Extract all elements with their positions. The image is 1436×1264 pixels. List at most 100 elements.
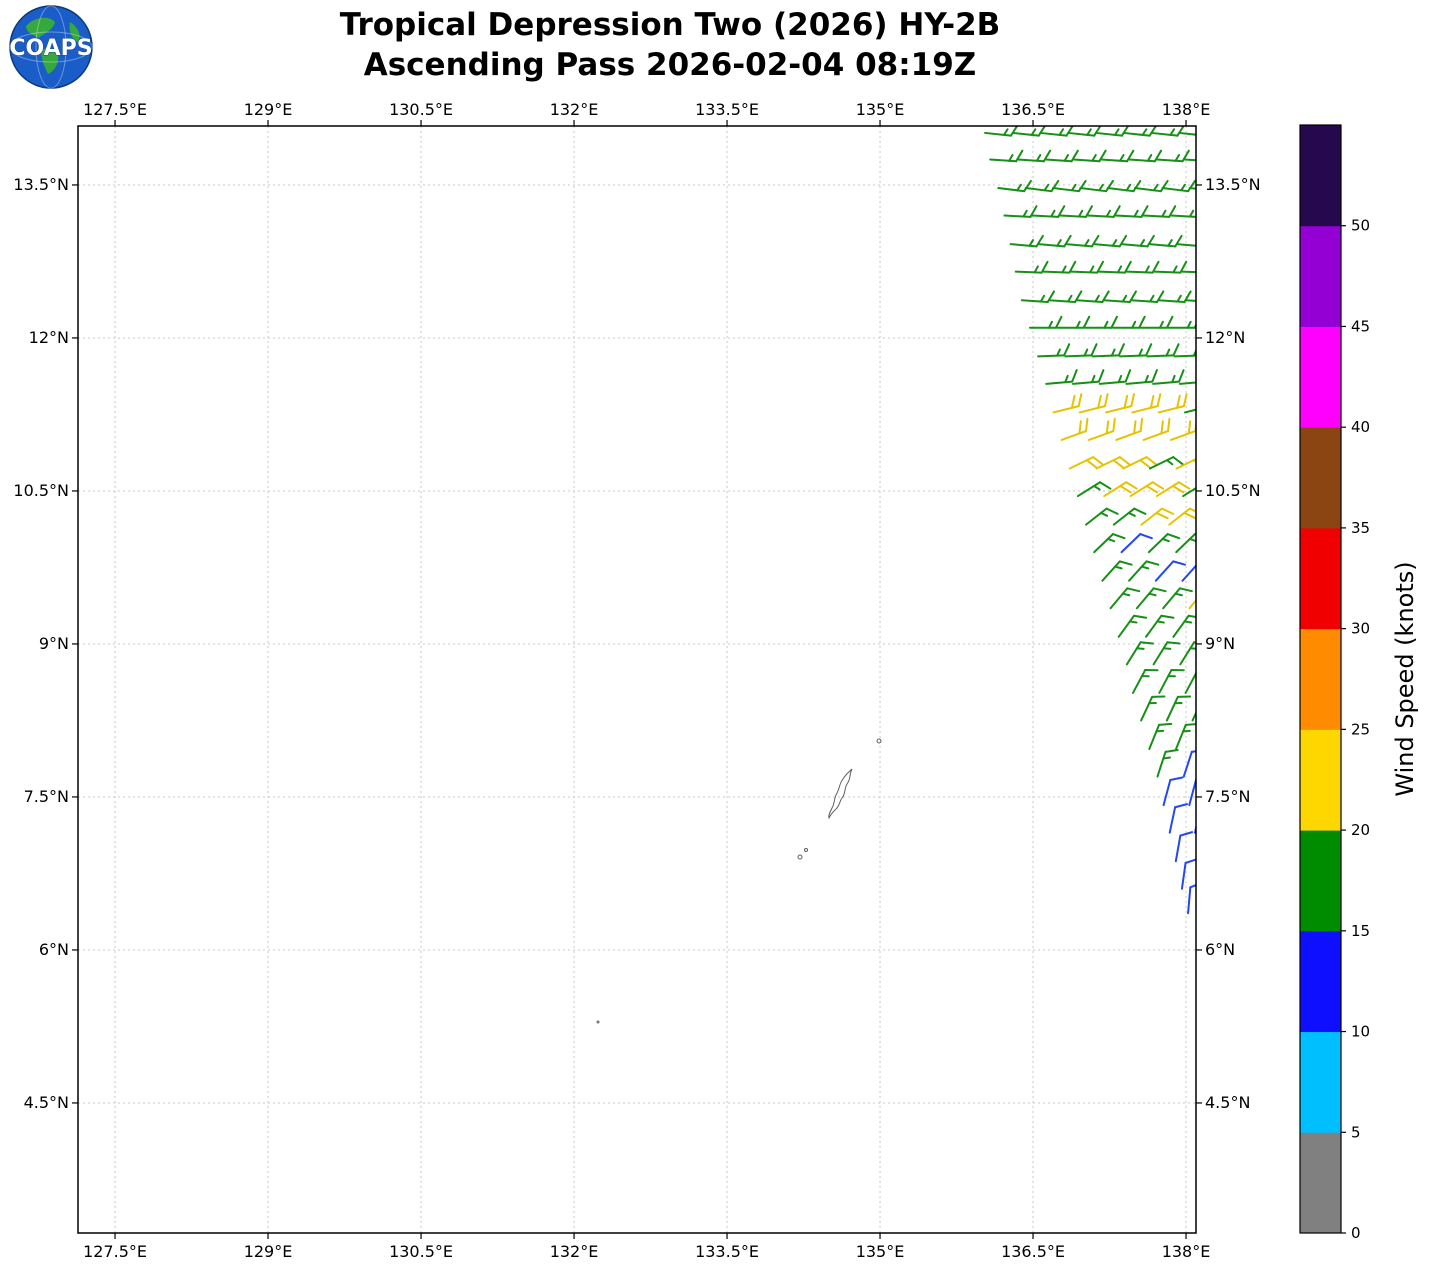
wind-barb [1152, 369, 1185, 385]
x-tick-label-bottom: 136.5°E [1001, 1242, 1065, 1261]
barb-half-tick [1089, 265, 1095, 274]
barb-full-tick [1190, 748, 1196, 753]
barb-staff [1031, 214, 1060, 218]
barb-staff [1085, 507, 1108, 526]
wind-barb [1095, 126, 1130, 137]
y-tick-label-left: 13.5°N [13, 175, 69, 194]
wind-barb [1120, 533, 1153, 554]
barb-half-tick [1128, 620, 1138, 624]
wind-barb [1154, 560, 1187, 582]
barb-half-tick [1152, 183, 1159, 192]
x-tick-label-top: 130.5°E [389, 100, 453, 119]
barb-staff [1174, 834, 1182, 863]
barb-full-tick [1139, 459, 1152, 469]
barb-staff [1109, 587, 1129, 610]
barb-full-tick [1125, 481, 1138, 490]
barb-staff [1176, 243, 1196, 248]
barb-full-tick [1077, 179, 1087, 193]
wind-barb [1153, 260, 1188, 274]
barb-staff [1146, 354, 1175, 358]
wind-barb [1095, 456, 1131, 470]
barb-full-tick [1040, 260, 1049, 274]
barb-full-tick [1169, 776, 1184, 782]
barb-full-tick [1123, 394, 1129, 409]
wind-barb [1079, 179, 1114, 193]
barb-staff [1101, 560, 1121, 582]
barb-full-tick [1200, 557, 1212, 568]
barb-full-tick [1077, 393, 1083, 408]
barb-half-tick [1180, 183, 1186, 192]
wind-barb [1028, 315, 1063, 329]
wind-barb [1122, 126, 1158, 137]
barb-staff [1095, 456, 1121, 470]
barb-half-tick [1135, 647, 1145, 650]
barb-full-tick [1208, 262, 1214, 273]
barb-staff [1162, 587, 1181, 610]
wind-barb [1188, 187, 1196, 193]
barb-staff [1093, 533, 1114, 554]
barb-staff [1188, 187, 1196, 193]
barb-staff [1178, 131, 1196, 137]
barb-half-tick [1100, 511, 1109, 517]
barb-half-tick [1203, 155, 1206, 161]
wind-barb [1067, 126, 1102, 137]
wind-barb [1078, 393, 1109, 414]
barb-full-tick [1082, 315, 1091, 329]
wind-barb [1112, 315, 1146, 329]
islet-outline [804, 848, 808, 852]
barb-half-tick [1028, 239, 1035, 247]
barb-full-tick [1093, 126, 1102, 137]
barb-staff [1155, 158, 1184, 163]
barb-full-tick [1139, 533, 1153, 540]
chart-title-line2: Ascending Pass 2026-02-04 08:19Z [363, 46, 977, 83]
wind-barb [1068, 456, 1104, 470]
barb-half-tick [1174, 592, 1183, 597]
x-tick-label-bottom: 133.5°E [695, 1242, 759, 1261]
wind-barb [1201, 830, 1217, 863]
barb-full-tick [1070, 394, 1076, 409]
barb-staff [1103, 481, 1128, 498]
barb-staff [1064, 354, 1093, 358]
barb-half-tick [1165, 348, 1171, 357]
wind-barb [1157, 393, 1188, 414]
barb-half-tick [1094, 294, 1100, 303]
barb-staff [1130, 299, 1159, 304]
barb-staff [984, 131, 1012, 137]
barb-full-tick [1118, 456, 1131, 466]
wind-barb [1162, 587, 1193, 610]
x-tick-label-top: 135°E [856, 100, 905, 119]
barb-full-tick [1151, 481, 1165, 490]
barb-full-tick [1200, 455, 1210, 467]
chart-header: Tropical Depression Two (2026) HY-2B Asc… [0, 6, 1340, 85]
wind-barb [1175, 533, 1196, 554]
barb-staff [1105, 405, 1133, 414]
barb-full-tick [1167, 417, 1171, 433]
barb-half-tick [1106, 537, 1116, 543]
y-tick-label-right: 7.5°N [1205, 787, 1250, 806]
wind-barb [1097, 260, 1132, 274]
barb-staff [1125, 380, 1154, 385]
barb-half-tick [1043, 183, 1050, 192]
barb-full-tick [1103, 393, 1109, 408]
barb-full-tick [1179, 260, 1188, 274]
barb-half-tick [1202, 401, 1206, 408]
barb-full-tick [1149, 394, 1155, 409]
barb-half-tick [1105, 209, 1111, 218]
wind-barb [1178, 380, 1196, 385]
barb-half-tick [1093, 484, 1101, 491]
wind-barb [1014, 260, 1049, 274]
y-tick-label-right: 10.5°N [1205, 481, 1261, 500]
barb-staff [1122, 131, 1151, 137]
colorbar-group: 0 5 10 15 20 25 30 35 40 45 50 Wind Speed (knots) [1299, 124, 1419, 1242]
colorbar-segment [1300, 1031, 1341, 1133]
y-tick-label-left: 4.5°N [24, 1093, 69, 1112]
wind-barb [1125, 369, 1158, 385]
barb-half-tick [1167, 675, 1176, 678]
barb-staff [1180, 862, 1187, 890]
barb-staff [1150, 131, 1179, 137]
barb-half-tick [1058, 128, 1065, 136]
barb-full-tick [1203, 235, 1209, 246]
wind-barb [1156, 748, 1179, 778]
chart-title-line1: Tropical Depression Two (2026) HY-2B [339, 7, 1001, 43]
